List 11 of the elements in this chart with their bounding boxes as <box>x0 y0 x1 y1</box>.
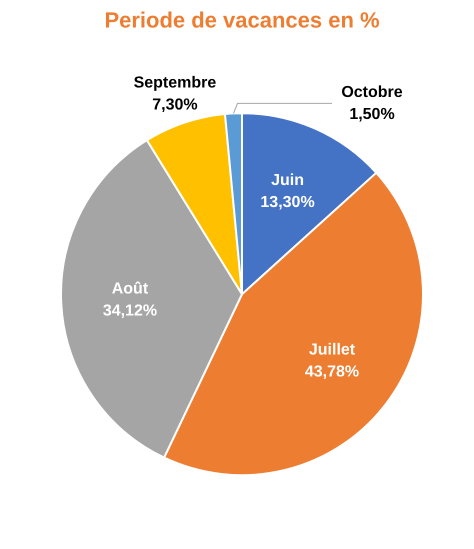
slice-label: Septembre <box>134 74 216 92</box>
data-label: 34,12% <box>102 302 158 320</box>
slice-label: Octobre <box>341 84 403 101</box>
slice-label: Juillet <box>308 342 356 359</box>
data-label: 7,30% <box>152 96 198 114</box>
data-label: 43,78% <box>304 364 360 381</box>
data-label: 13,30% <box>260 194 315 212</box>
slice-label: Juin <box>271 172 304 190</box>
slice-label: Août <box>112 280 149 298</box>
chart-title: Periode de vacances en % <box>104 7 380 32</box>
data-label: 1,50% <box>349 106 395 123</box>
